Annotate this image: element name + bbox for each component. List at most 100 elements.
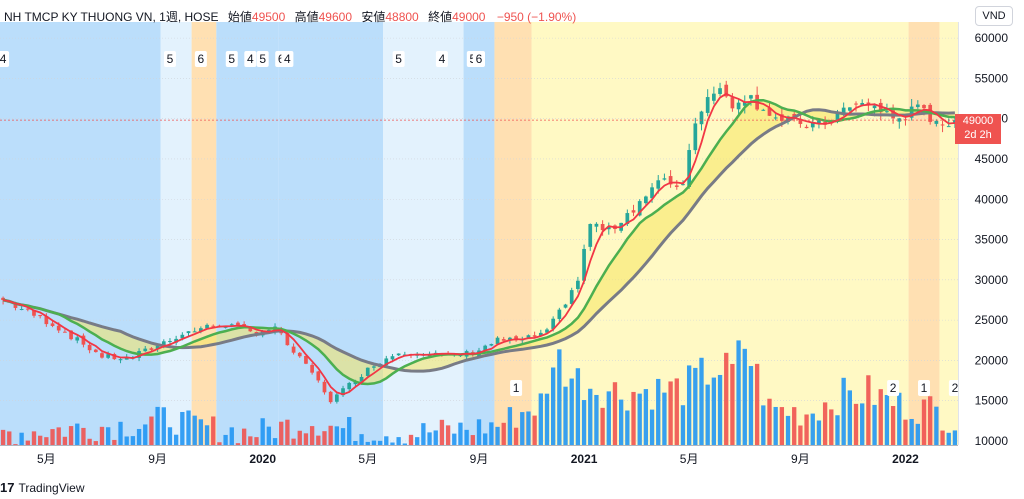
candle-body bbox=[310, 364, 314, 373]
candle-body bbox=[316, 371, 321, 381]
volume-bar bbox=[31, 431, 37, 445]
volume-bar bbox=[241, 428, 247, 445]
high-label: 高値 bbox=[294, 10, 319, 24]
candle-body bbox=[328, 391, 333, 403]
candle-body bbox=[75, 337, 80, 341]
volume-bar bbox=[717, 374, 723, 445]
volume-bar bbox=[742, 348, 747, 445]
session-marker-box bbox=[435, 51, 448, 67]
interval[interactable]: 1週 bbox=[159, 10, 178, 24]
candle-body bbox=[199, 328, 203, 332]
x-tick-label: 5月 bbox=[358, 452, 377, 466]
volume-bar bbox=[371, 440, 377, 445]
candle-body bbox=[761, 109, 766, 111]
ma-ribbon bbox=[3, 100, 955, 384]
chart-legend: NH TMCP KY THUONG VN, 1週, HOSE 始値49500 高… bbox=[4, 10, 577, 24]
candle-body bbox=[773, 117, 778, 119]
y-tick-label: 25000 bbox=[975, 313, 1009, 327]
candle-body bbox=[835, 112, 840, 122]
volume-bar bbox=[359, 434, 364, 445]
volume-bar bbox=[44, 437, 49, 445]
candle-body bbox=[872, 105, 877, 109]
volume-bar bbox=[637, 393, 642, 445]
tradingview-logo[interactable]: 17 TradingView bbox=[0, 480, 85, 495]
candle-body bbox=[792, 114, 797, 117]
candle-body bbox=[804, 126, 809, 129]
candle-body bbox=[817, 120, 821, 125]
volume-marker-label: 2 bbox=[952, 381, 959, 395]
volume-bar bbox=[736, 340, 741, 445]
symbol-name: NH TMCP KY THUONG VN bbox=[4, 10, 153, 24]
volume-bar bbox=[730, 363, 735, 445]
volume-bar bbox=[483, 433, 488, 445]
session-band bbox=[383, 22, 464, 445]
candle-body bbox=[229, 324, 234, 326]
volume-bar bbox=[897, 392, 902, 445]
volume-bar bbox=[13, 444, 18, 445]
volume-bar bbox=[792, 407, 797, 445]
candle-body bbox=[44, 316, 49, 325]
volume-bar bbox=[50, 429, 55, 445]
volume-bar bbox=[439, 419, 445, 445]
x-tick-label: 9月 bbox=[791, 452, 810, 466]
session-marker-label: 4 bbox=[0, 52, 7, 66]
volume-bar bbox=[390, 442, 395, 445]
candle-body bbox=[180, 334, 185, 339]
volume-bar bbox=[872, 404, 877, 445]
y-tick-label: 15000 bbox=[975, 394, 1009, 408]
volume-bar bbox=[761, 405, 766, 445]
session-band bbox=[216, 22, 279, 445]
candle-body bbox=[699, 111, 704, 125]
volume-bar bbox=[934, 406, 939, 445]
volume-marker-label: 2 bbox=[890, 381, 897, 395]
high-value: 49600 bbox=[318, 10, 352, 24]
volume-bar bbox=[779, 407, 785, 445]
session-marker-box bbox=[0, 51, 10, 67]
volume-bar bbox=[124, 436, 129, 445]
volume-bar bbox=[353, 441, 358, 445]
volume-bar bbox=[316, 435, 321, 445]
volume-bar bbox=[105, 427, 111, 445]
x-tick-label: 9月 bbox=[470, 452, 489, 466]
candle-body bbox=[742, 101, 747, 106]
candle-body bbox=[192, 331, 197, 333]
candle-body bbox=[236, 322, 240, 326]
volume-bar bbox=[600, 407, 605, 445]
candle-body bbox=[359, 376, 364, 382]
x-tick-label: 2020 bbox=[249, 452, 276, 466]
candle-body bbox=[396, 353, 401, 356]
candle-body bbox=[885, 111, 889, 113]
candle-body bbox=[644, 196, 648, 204]
volume-bar bbox=[62, 436, 68, 445]
last-price-value: 49000 bbox=[962, 115, 994, 127]
candle-body bbox=[143, 348, 148, 352]
candle-body bbox=[847, 107, 852, 111]
volume-bar bbox=[940, 430, 945, 445]
candle-body bbox=[211, 325, 216, 327]
volume-bar bbox=[798, 425, 803, 445]
session-band bbox=[939, 22, 958, 445]
candle-body bbox=[100, 353, 104, 358]
volume-bar bbox=[223, 434, 228, 445]
volume-marker-label: 1 bbox=[921, 381, 928, 395]
candle-body bbox=[161, 341, 166, 348]
candle-body bbox=[866, 102, 871, 105]
session-marker-box bbox=[473, 51, 485, 67]
currency-button[interactable]: VND bbox=[975, 6, 1013, 26]
candle-body bbox=[674, 185, 679, 187]
volume-bar bbox=[334, 426, 340, 445]
volume-bar bbox=[7, 431, 12, 445]
volume-bar bbox=[68, 426, 74, 445]
x-tick-label: 5月 bbox=[680, 452, 699, 466]
volume-bar bbox=[130, 436, 136, 445]
volume-bar bbox=[909, 418, 914, 445]
candle-body bbox=[124, 357, 129, 360]
volume-bar bbox=[56, 427, 61, 445]
candle-body bbox=[637, 201, 642, 216]
volume-bar bbox=[878, 389, 883, 445]
volume-bar bbox=[365, 441, 370, 445]
session-marker-label: 4 bbox=[247, 52, 254, 66]
session-marker-label: 6 bbox=[198, 52, 205, 66]
candle-body bbox=[922, 105, 926, 109]
